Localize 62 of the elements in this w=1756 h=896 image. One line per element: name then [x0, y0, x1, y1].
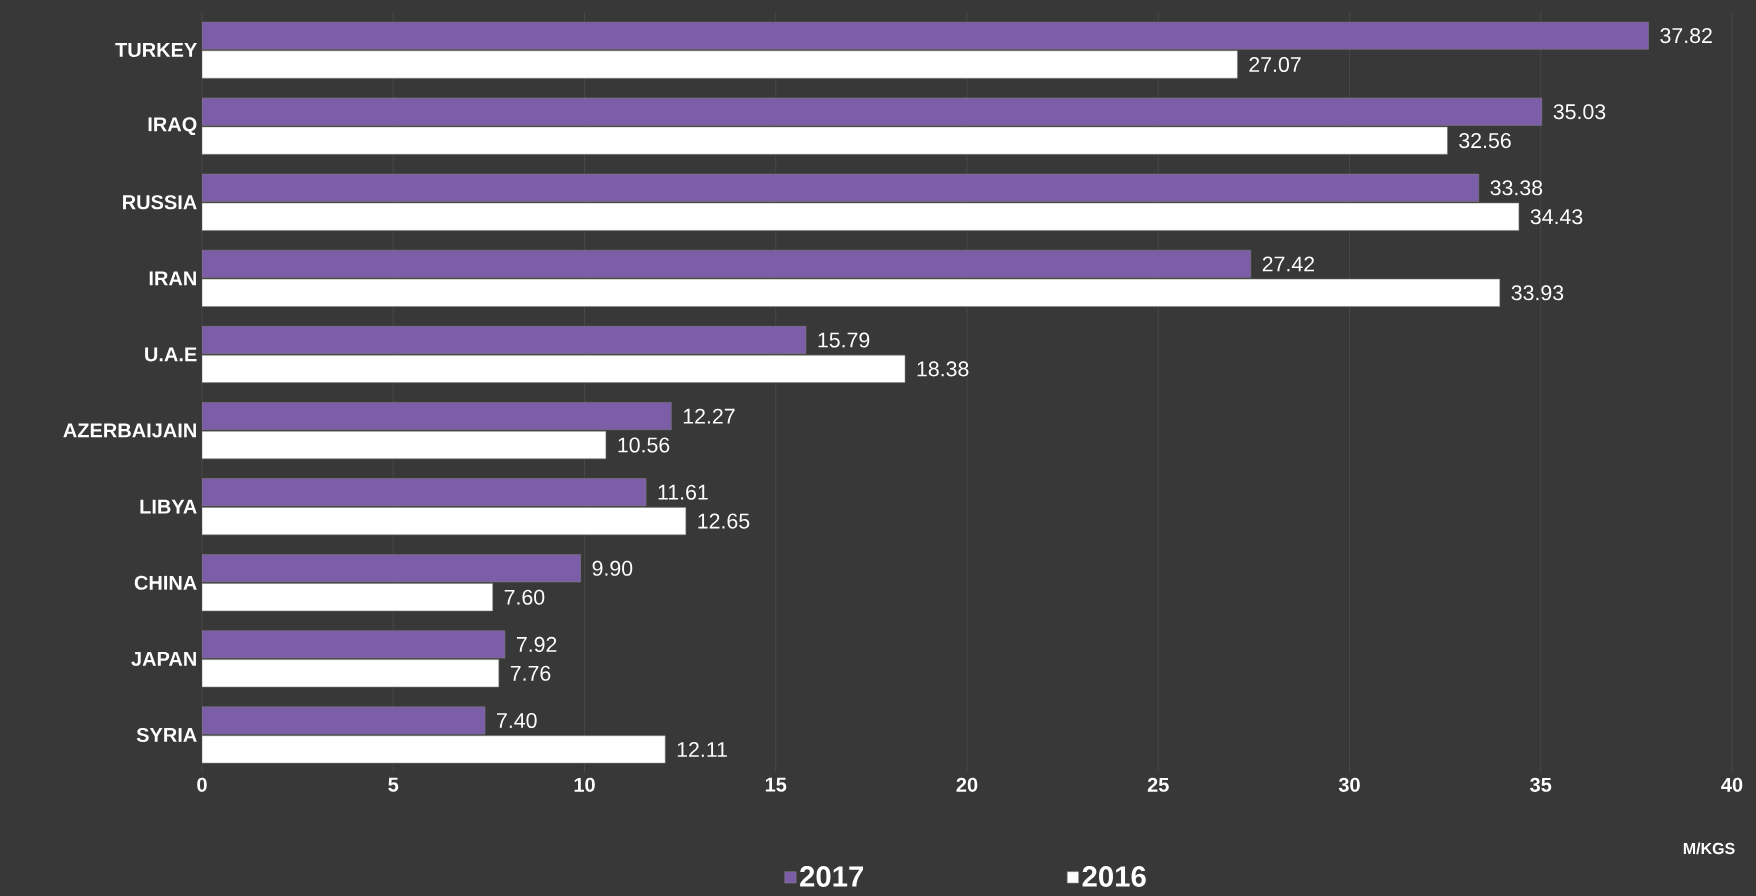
data-label: 7.40: [497, 712, 537, 729]
bar: [202, 278, 1501, 307]
y-tick-label: RUSSIA: [123, 195, 197, 210]
y-tick-label: JAPAN: [131, 651, 196, 666]
x-tick-label: 0: [197, 777, 207, 792]
bar: [202, 21, 1649, 50]
data-label: 10.56: [618, 437, 670, 453]
data-label: 12.27: [683, 408, 735, 424]
bar: [202, 202, 1520, 231]
y-tick-label: SYRIA: [136, 727, 197, 743]
y-tick-label: CHINA: [134, 575, 197, 590]
data-label: 7.92: [516, 636, 557, 652]
bar: [202, 478, 647, 507]
bar: [202, 706, 486, 735]
bar: [202, 354, 906, 383]
bar: [202, 126, 1448, 155]
legend-label: 2016: [1082, 866, 1146, 887]
x-tick-label: 40: [1721, 777, 1743, 792]
bar: [202, 583, 493, 612]
legend-label: 2017: [800, 866, 864, 887]
x-tick-label: 20: [956, 777, 978, 792]
bar: [202, 50, 1238, 79]
data-label: 18.38: [917, 361, 969, 377]
data-label: 27.42: [1262, 256, 1315, 272]
data-label: 37.82: [1660, 28, 1712, 44]
data-label: 7.60: [504, 589, 545, 605]
bar: [202, 326, 807, 354]
data-label: 33.38: [1490, 180, 1543, 196]
data-label: 27.07: [1249, 56, 1301, 73]
x-tick-label: 35: [1530, 777, 1552, 792]
bar: [202, 659, 500, 688]
y-tick-label: AZERBAIJAIN: [63, 423, 196, 438]
x-tick-label: 25: [1147, 777, 1169, 792]
bar: [202, 431, 607, 459]
data-label: 35.03: [1553, 104, 1606, 120]
bar: [202, 507, 687, 536]
data-label: 12.11: [677, 741, 727, 757]
data-label: 33.93: [1511, 285, 1564, 301]
y-tick-label: TURKEY: [115, 43, 197, 58]
x-axis-title: M/KGS: [1683, 842, 1735, 855]
x-tick-label: 30: [1338, 777, 1360, 792]
x-tick-label: 15: [765, 777, 787, 792]
data-label: 9.90: [592, 560, 633, 576]
data-label: 32.56: [1459, 133, 1511, 149]
bar: [202, 402, 672, 431]
bar: [202, 173, 1480, 202]
x-tick-label: 5: [388, 777, 399, 792]
data-label: 15.79: [818, 332, 870, 348]
bar: [202, 735, 666, 764]
data-label: 11.61: [658, 484, 708, 500]
y-tick-label: IRAN: [149, 271, 196, 286]
y-tick-label: IRAQ: [148, 117, 197, 136]
data-label: 12.65: [698, 513, 750, 529]
data-label: 34.43: [1530, 209, 1583, 225]
x-tick-label: 10: [574, 777, 595, 792]
y-tick-label: U.A.E: [145, 347, 197, 362]
data-label: 7.76: [510, 665, 551, 681]
bar: [202, 249, 1252, 278]
bar: [202, 97, 1543, 126]
bar: [202, 554, 581, 583]
y-tick-label: LIBYA: [140, 499, 197, 514]
bar: [202, 630, 506, 659]
